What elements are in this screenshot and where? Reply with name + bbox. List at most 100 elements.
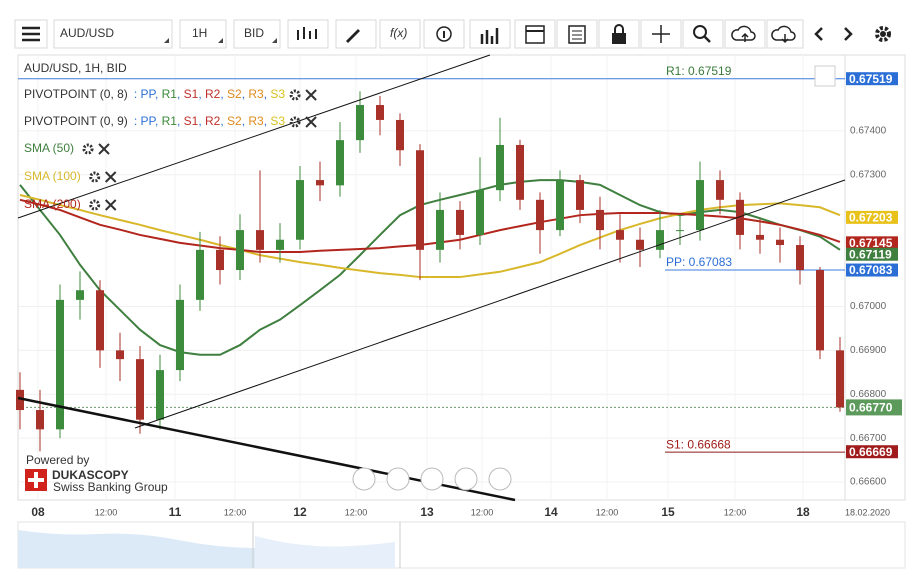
upload-button[interactable] — [724, 19, 766, 49]
candle-body — [396, 119, 404, 151]
logo-cross — [28, 472, 44, 488]
legend-entry: SMA (200) — [24, 197, 81, 211]
remove-icon — [305, 116, 317, 128]
legend-part: R1 — [162, 87, 178, 101]
popout-button[interactable] — [814, 65, 836, 87]
chart-type-button[interactable] — [287, 19, 329, 49]
legend-entry: SMA (100) — [24, 169, 81, 183]
toolbar: AUD/USD 1H BID f(x) — [0, 0, 910, 52]
legend-part: : — [134, 114, 141, 128]
nav-controls — [352, 467, 512, 491]
calendar-button[interactable] — [514, 19, 556, 49]
legend-part: S2 — [227, 114, 242, 128]
y-tick-label: 0.66600 — [850, 477, 887, 488]
draw-button[interactable] — [335, 19, 377, 49]
x-tick-label: 12:00 — [724, 507, 747, 517]
legend-part: , — [242, 114, 249, 128]
candle-body — [676, 230, 684, 232]
period: 1H — [192, 26, 207, 40]
candle-body — [236, 230, 244, 271]
brand: DUKASCOPY — [52, 468, 129, 482]
legend-part: R3 — [248, 114, 264, 128]
indicators-button[interactable]: f(x) — [379, 19, 421, 49]
back-button[interactable] — [814, 27, 823, 41]
candle-body — [216, 249, 224, 271]
settings-icon — [82, 143, 94, 155]
x-tick-label: 13 — [420, 505, 434, 519]
x-tick-label: 12:00 — [596, 507, 619, 517]
lock-button[interactable] — [598, 19, 640, 49]
legend-part: , — [177, 114, 184, 128]
candle-body — [76, 290, 84, 300]
side: BID — [244, 26, 264, 40]
x-tick-label: 08 — [31, 505, 45, 519]
info-button[interactable] — [423, 19, 465, 49]
price-tag-label: 0.67519 — [849, 72, 893, 86]
legend-part: , — [198, 114, 205, 128]
candle-body — [736, 199, 744, 235]
settings-icon — [289, 89, 301, 101]
candle-body — [416, 150, 424, 250]
candle-body — [296, 180, 304, 240]
legend-part: , — [220, 87, 227, 101]
candle-body — [316, 180, 324, 186]
volume-button[interactable] — [469, 19, 511, 49]
legend-part: S3 — [270, 87, 285, 101]
legend-title: AUD/USD, 1H, BID — [24, 61, 127, 75]
zoom-out[interactable] — [386, 467, 410, 491]
settings-icon — [289, 116, 301, 128]
forward-button[interactable] — [844, 27, 853, 41]
legend-parts: : PP, R1, S1, R2, S2, R3, S3 — [134, 87, 286, 101]
legend-part: R2 — [205, 87, 221, 101]
navigator — [17, 521, 906, 569]
candle-body — [756, 234, 764, 240]
price-tag-label: 0.67203 — [849, 211, 893, 225]
crosshair-button[interactable] — [640, 19, 682, 49]
pan-left[interactable] — [352, 467, 376, 491]
x-tick-label: 12:00 — [471, 507, 494, 517]
download-button[interactable] — [766, 19, 804, 49]
candle-body — [456, 209, 464, 235]
candle-body — [496, 144, 504, 191]
settings-button[interactable] — [875, 26, 891, 42]
reset-zoom[interactable] — [420, 467, 444, 491]
settings-icon — [89, 171, 101, 183]
x-tick-label: 12:00 — [345, 507, 368, 517]
candle-body — [776, 239, 784, 246]
candle-body — [656, 230, 664, 250]
date-label: 18.02.2020 — [845, 507, 890, 517]
candle-body — [596, 209, 604, 231]
zoom-button[interactable] — [682, 19, 724, 49]
legend-part: PP — [140, 87, 156, 101]
y-tick-label: 0.66800 — [850, 389, 887, 400]
zoom-in[interactable] — [454, 467, 478, 491]
fx-icon: f(x) — [390, 26, 407, 40]
y-tick-label: 0.66700 — [850, 433, 887, 444]
period-select[interactable]: 1H — [179, 19, 227, 49]
symbol: AUD/USD — [60, 26, 114, 40]
candle-body — [356, 105, 364, 141]
table-button[interactable] — [556, 19, 598, 49]
candle-body — [276, 239, 284, 250]
y-tick-label: 0.67300 — [850, 169, 887, 180]
legend-entry: SMA (50) — [24, 141, 74, 155]
candle-body — [536, 199, 544, 231]
x-tick-label: 18 — [796, 505, 810, 519]
price-tag-label: 0.67083 — [849, 263, 893, 277]
candle-body — [476, 190, 484, 235]
legend-entry: PIVOTPOINT (0, 9) — [24, 114, 128, 128]
pivot-label: S1: 0.66668 — [666, 437, 731, 451]
symbol-select[interactable]: AUD/USD — [53, 19, 173, 49]
side-select[interactable]: BID — [233, 19, 281, 49]
price-tag — [846, 445, 898, 459]
price-tag — [846, 399, 902, 416]
grid — [18, 55, 845, 500]
legend-part: , — [177, 87, 184, 101]
candle-body — [636, 239, 644, 250]
overlay: 0.674000.673000.670000.669000.668000.667… — [666, 64, 902, 488]
menu-button[interactable] — [14, 19, 48, 49]
x-tick-label: 14 — [544, 505, 558, 519]
pan-right[interactable] — [488, 467, 512, 491]
candle-body — [176, 299, 184, 371]
